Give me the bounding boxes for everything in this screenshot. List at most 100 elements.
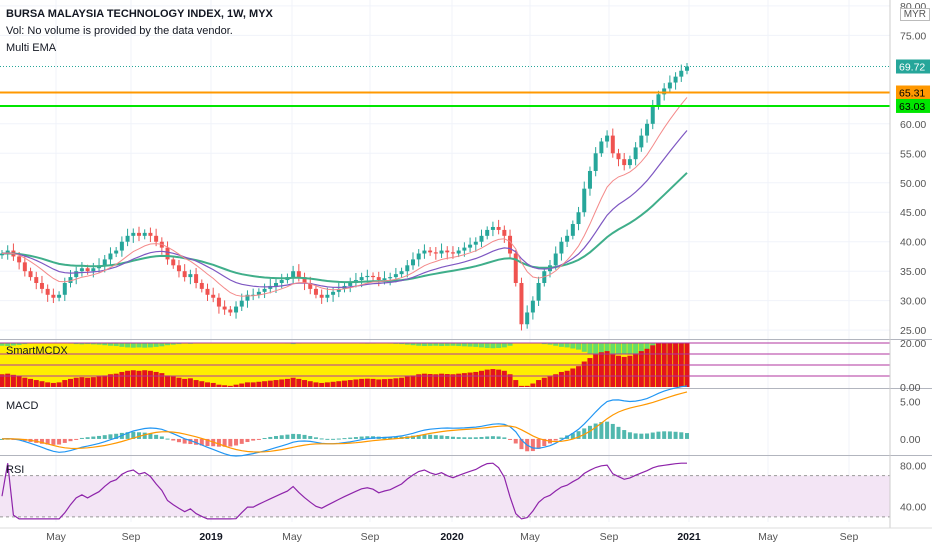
macd-histogram-bar: [62, 438, 67, 443]
mcdx-green-bar: [16, 343, 22, 345]
candle-body: [359, 277, 364, 281]
macd-histogram-bar: [610, 423, 615, 439]
mcdx-green-bar: [107, 343, 113, 346]
macd-histogram-bar: [673, 431, 678, 439]
macd-pane[interactable]: [0, 385, 689, 457]
candle-body: [496, 226, 501, 230]
macd-label[interactable]: MACD: [6, 400, 39, 412]
candle-body: [445, 250, 450, 253]
macd-histogram-bar: [131, 431, 136, 439]
macd-histogram-bar: [291, 433, 296, 439]
macd-histogram-bar: [553, 438, 558, 441]
macd-histogram-bar: [650, 432, 655, 439]
macd-histogram-bar: [313, 437, 318, 439]
mcdx-green-bar: [610, 343, 616, 356]
candle-body: [142, 232, 147, 236]
macd-histogram-bar: [285, 434, 290, 439]
mcdx-red-bar: [159, 373, 165, 387]
price-axis[interactable]: 80.00 75.00 60.00 55.00 50.00 45.00 40.00 35.00…: [889, 0, 926, 528]
macd-histogram-bar: [445, 436, 450, 439]
candle-body: [239, 300, 244, 307]
macd-histogram-bar: [639, 433, 644, 439]
macd-histogram-bar: [245, 438, 250, 443]
candle-body: [656, 94, 661, 107]
candle-body: [102, 259, 107, 266]
mcdx-red-bar: [633, 353, 639, 387]
mcdx-red-bar: [50, 382, 56, 387]
currency-label[interactable]: MYR: [899, 8, 930, 21]
y-tick-label: 40.00: [900, 502, 926, 514]
mcdx-green-bar: [410, 343, 416, 346]
mcdx-red-bar: [28, 378, 34, 387]
mcdx-red-bar: [336, 381, 342, 387]
mcdx-red-bar: [564, 370, 570, 387]
time-axis[interactable]: May Sep 2019 May Sep 2020 May Sep 2021 May Sep: [0, 527, 932, 543]
candle-body: [45, 288, 50, 295]
mcdx-red-bar: [621, 356, 627, 387]
candle-body: [508, 235, 513, 254]
mcdx-red-bar: [90, 377, 96, 387]
macd-histogram-bar: [148, 433, 153, 439]
candle-body: [125, 235, 130, 242]
mcdx-green-bar: [598, 343, 604, 357]
candle-body: [222, 306, 227, 310]
mcdx-green-bar: [479, 343, 484, 348]
mcdx-red-bar: [364, 378, 370, 387]
macd-histogram-bar: [462, 437, 467, 439]
macd-histogram-bar: [587, 425, 592, 439]
mcdx-label[interactable]: SmartMCDX: [6, 345, 68, 357]
macd-histogram-bar: [656, 431, 661, 439]
mcdx-red-bar: [359, 378, 365, 387]
mcdx-green-bar: [484, 343, 490, 348]
candle-body: [51, 294, 56, 298]
volume-note: Vol: No volume is provided by the data v…: [6, 25, 233, 37]
mcdx-red-bar: [227, 385, 233, 387]
mcdx-green-bar: [490, 343, 496, 349]
mcdx-green-bar: [621, 343, 627, 354]
candles: [0, 62, 689, 331]
mcdx-red-bar: [456, 373, 462, 387]
mcdx-red-bar: [324, 382, 330, 387]
mcdx-red-bar: [638, 351, 644, 387]
candle-body: [639, 135, 644, 148]
mcdx-red-bar: [541, 377, 547, 387]
candle-body: [308, 282, 313, 289]
candle-body: [605, 135, 610, 142]
macd-histogram-bar: [633, 433, 638, 439]
mcdx-red-bar: [399, 377, 405, 387]
rsi-label[interactable]: RSI: [6, 464, 25, 476]
macd-histogram-bar: [308, 436, 313, 439]
smartmcdx-pane[interactable]: [0, 342, 890, 387]
candle-body: [382, 278, 387, 281]
mcdx-red-bar: [125, 370, 131, 387]
mcdx-red-bar: [347, 380, 353, 387]
candle-body: [262, 288, 267, 292]
mcdx-green-bar: [159, 343, 165, 347]
mcdx-red-bar: [73, 377, 79, 387]
mcdx-green-bar: [22, 343, 28, 345]
candle-body: [199, 282, 204, 289]
mcdx-red-bar: [39, 381, 45, 387]
macd-histogram-bar: [102, 435, 107, 439]
candle-body: [182, 271, 187, 278]
x-tick-label: 2021: [677, 531, 701, 543]
rsi-pane[interactable]: [0, 462, 890, 520]
mcdx-red-bar: [576, 366, 582, 387]
macd-histogram-bar: [336, 438, 341, 440]
price-badge: [896, 85, 930, 100]
mcdx-green-bar: [450, 343, 456, 346]
price-pane[interactable]: [0, 62, 890, 331]
mcdx-red-bar: [142, 370, 148, 387]
indicator-label[interactable]: Multi EMA: [6, 42, 57, 54]
candle-body: [570, 224, 575, 236]
mcdx-red-bar: [256, 381, 262, 387]
mcdx-green-bar: [125, 343, 131, 348]
x-tick-label: 2019: [199, 531, 223, 543]
candle-body: [502, 229, 507, 236]
macd-histogram-bar: [159, 436, 164, 439]
macd-histogram-bar: [542, 438, 547, 447]
candle-body: [519, 282, 524, 325]
macd-histogram-bar: [154, 434, 159, 439]
macd-histogram-bar: [319, 438, 324, 440]
